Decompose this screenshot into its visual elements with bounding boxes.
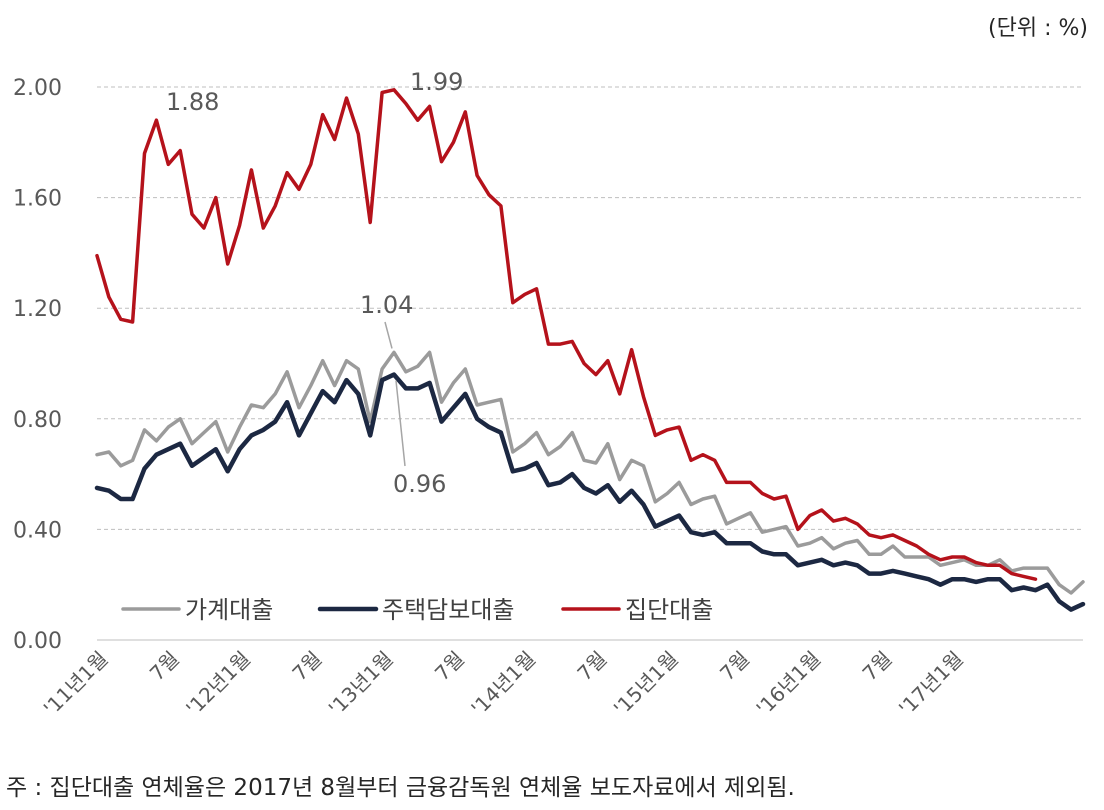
y-tick-label: 0.80 [13, 408, 62, 433]
y-tick-label: 0.00 [13, 629, 62, 654]
y-tick-label: 0.40 [13, 518, 62, 543]
y-axis: 0.00 0.40 0.80 1.20 1.60 2.00 [13, 76, 62, 654]
data-label: 1.04 [360, 291, 413, 319]
x-tick-label: 7월 [145, 647, 184, 686]
legend-label: 집단대출 [625, 596, 713, 624]
unit-label: (단위 : %) [988, 16, 1088, 41]
series-lines [94, 88, 1086, 612]
x-tick-label: '12년1월 [181, 647, 255, 721]
x-tick-label: '14년1월 [466, 647, 540, 721]
legend-label: 가계대출 [185, 596, 273, 624]
x-tick-label: '11년1월 [39, 647, 113, 721]
series-line-2 [94, 372, 1086, 612]
x-tick-label: 7월 [287, 647, 326, 686]
y-tick-label: 1.60 [13, 187, 62, 212]
x-tick-label: '16년1월 [751, 647, 825, 721]
series-line-1 [95, 350, 1085, 595]
gridlines [97, 86, 1083, 641]
legend-label: 주택담보대출 [382, 596, 514, 624]
legend: 가계대출 주택담보대출 집단대출 [121, 596, 713, 624]
x-tick-label: 7월 [430, 647, 469, 686]
data-label: 1.88 [166, 88, 219, 116]
leader-line [384, 321, 393, 349]
series-line-3 [95, 88, 1038, 581]
x-tick-label: 7월 [715, 647, 754, 686]
leader-line [395, 380, 406, 467]
x-tick-label: '17년1월 [894, 647, 968, 721]
y-tick-label: 1.20 [13, 297, 62, 322]
data-label: 1.99 [410, 68, 463, 96]
x-tick-label: 7월 [858, 647, 897, 686]
footnote: 주 : 집단대출 연체율은 2017년 8월부터 금융감독원 연체율 보도자료에… [6, 775, 795, 801]
x-tick-label: '13년1월 [324, 647, 398, 721]
y-tick-label: 2.00 [13, 76, 62, 101]
data-label: 0.96 [393, 470, 446, 498]
x-axis: '11년1월 7월'12년1월 7월'13년1월 7월'14년1월 7월'15년1월 7월… [39, 647, 968, 721]
x-tick-label: '15년1월 [609, 647, 683, 721]
line-chart: 0.000.400.801.201.602.00 '11년1월 7월'12년1월 7… [13, 68, 1086, 721]
x-tick-label: 7월 [572, 647, 611, 686]
annotations: 1.88 1.99 1.04 0.96 [166, 68, 463, 498]
